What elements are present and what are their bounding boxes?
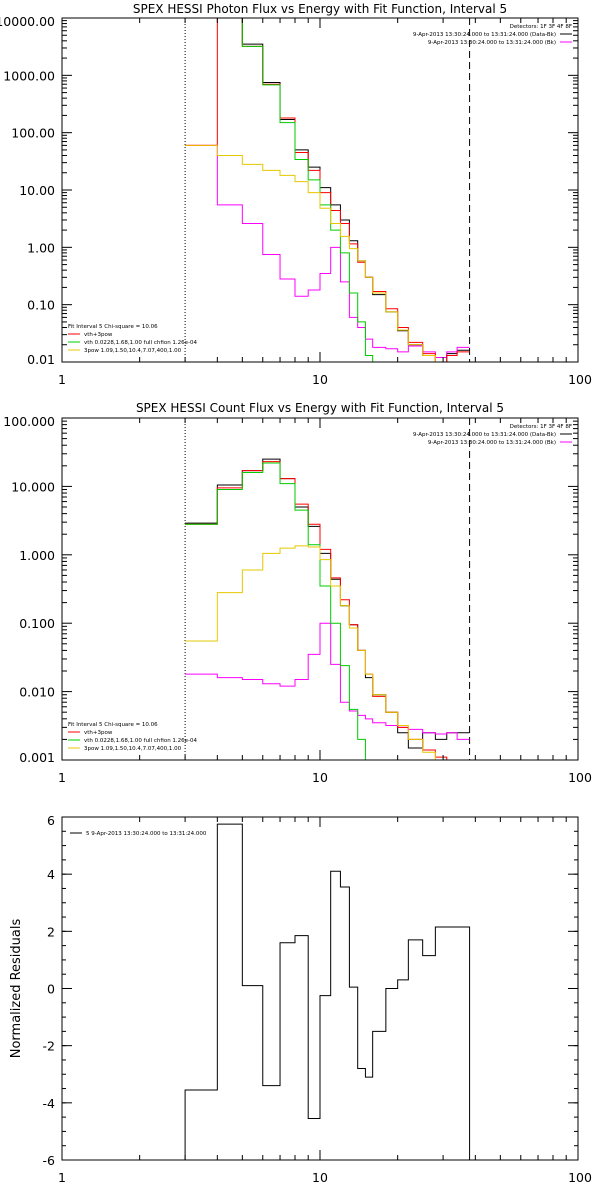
y-tick-label: 10.000: [11, 479, 55, 494]
legend-text: 9-Apr-2013 13:30:24.000 to 13:31:24.000 …: [413, 32, 556, 38]
legend-text: vth+3pow: [84, 332, 113, 338]
panel-2: SPEX HESSI Count Flux vs Energy with Fit…: [3, 401, 592, 785]
legend-text: 9-Apr-2013 13:30:24.000 to 13:31:24.000 …: [428, 440, 556, 446]
legend-text: Detectors: 1F 3F 4F 8F: [510, 424, 572, 430]
series-line-2: [185, 144, 470, 358]
series-line-4: [185, 462, 374, 760]
x-tick-label: 1: [58, 770, 66, 785]
y-tick-label: 0: [47, 982, 55, 997]
y-tick-label: 10000.00: [0, 14, 55, 29]
data-series: [185, 458, 470, 760]
legend-text: 3pow 1.09,1.50,10.4,7.07,400,1.00: [84, 746, 182, 752]
x-tick-label: 100: [568, 372, 592, 387]
series-line-5: [185, 545, 436, 760]
data-series: [184, 823, 471, 1160]
y-tick-label: -2: [43, 1039, 55, 1054]
legend-text: vth+3pow: [84, 730, 113, 736]
y-tick-label: 4: [47, 867, 55, 882]
series-line-2: [185, 622, 470, 740]
y-tick-label: 0.10: [27, 298, 55, 313]
y-tick-label: 0.010: [19, 685, 55, 700]
y-tick-label: 1.000: [19, 548, 55, 563]
panel-3: Normalized Residuals 1 10 100 -6 -4 -2 0 2 4 6 5 9-…: [9, 813, 592, 1185]
panel-1: SPEX HESSI Photon Flux vs Energy with Fi…: [0, 2, 592, 387]
legend-text: vth 0.0228,1.68,1.00 full chfion 1.26e-0…: [84, 738, 198, 744]
series-line-1: [184, 823, 471, 1160]
y-tick-label: 1000.00: [3, 68, 55, 83]
series-line-3: [185, 18, 470, 362]
legend-text: 5 9-Apr-2013 13:30:24.000 to 13:31:24.00…: [86, 831, 207, 837]
y-tick-label: -4: [43, 1096, 56, 1111]
plot-frame: [61, 417, 579, 761]
series-line-4: [241, 18, 374, 362]
legend-text: vth 0.0228,1.68,1.00 full chfion 1.26e-0…: [84, 340, 198, 346]
y-tick-label: 10.00: [19, 183, 55, 198]
data-series: [185, 18, 470, 362]
legend-text: 3pow 1.09,1.50,10.4,7.07,400,1.00: [84, 348, 182, 354]
legend-text: Detectors: 1F 3F 4F 8F: [510, 24, 572, 30]
x-tick-label: 100: [568, 1170, 592, 1185]
y-tick-label: 2: [47, 924, 55, 939]
legend-text: 9-Apr-2013 13:30:24.000 to 13:31:24.000 …: [428, 40, 556, 46]
y-tick-label: 1.00: [27, 240, 55, 255]
y-tick-label: 0.001: [19, 750, 55, 765]
series-line-5: [185, 144, 436, 362]
legend-fit-header: Fit Interval 5 Chi-square = 10.06: [68, 324, 158, 330]
x-tick-label: 10: [312, 372, 328, 387]
y-tick-label: 0.01: [27, 352, 55, 367]
y-tick-label: 6: [47, 813, 55, 828]
x-tick-label: 10: [312, 770, 328, 785]
y-tick-label: 100.00: [11, 126, 55, 141]
x-tick-label: 10: [312, 1170, 328, 1185]
chart-title: SPEX HESSI Photon Flux vs Energy with Fi…: [133, 2, 507, 16]
y-axis-label: Normalized Residuals: [9, 919, 24, 1059]
x-tick-label: 1: [58, 372, 66, 387]
y-tick-label: 100.000: [3, 414, 55, 429]
y-tick-label: -6: [43, 1153, 56, 1168]
chart-title: SPEX HESSI Count Flux vs Energy with Fit…: [136, 401, 504, 415]
x-tick-label: 100: [568, 770, 592, 785]
legend-fit-header: Fit Interval 5 Chi-square = 10.06: [68, 722, 158, 728]
y-tick-label: 0.100: [19, 616, 55, 631]
series-line-3: [185, 461, 470, 760]
legend-text: 9-Apr-2013 13:30:24.000 to 13:31:24.000 …: [413, 432, 556, 438]
series-line-1: [185, 458, 470, 749]
x-tick-label: 1: [58, 1170, 66, 1185]
series-line-1: [241, 18, 470, 362]
